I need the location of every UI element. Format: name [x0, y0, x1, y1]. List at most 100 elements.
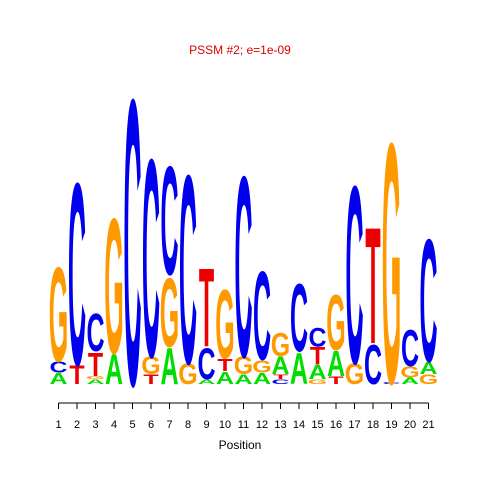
stack-position-19: CG	[382, 71, 401, 456]
stack-position-4: AG	[104, 179, 123, 395]
logo-letter: G	[234, 353, 253, 380]
logo-letter: G	[49, 239, 68, 391]
logo-letter: G	[382, 71, 401, 456]
stack-position-10: ATG	[215, 270, 234, 388]
x-tick-label: 1	[55, 419, 61, 431]
x-tick-label: 16	[330, 419, 342, 431]
stack-position-14: AC	[290, 264, 308, 394]
stack-position-21: GAC	[419, 203, 438, 399]
logo-letter: A	[49, 370, 67, 387]
stack-position-7: AGC	[160, 133, 179, 395]
logo-letter: C	[49, 359, 67, 376]
stack-position-12: AGC	[252, 247, 271, 388]
x-tick-label: 13	[274, 419, 286, 431]
logo-letter: C	[308, 321, 326, 352]
x-tick-label: 6	[148, 419, 154, 431]
chart-title: PSSM #2; e=1e-09	[189, 43, 291, 57]
logo-letter: G	[104, 179, 123, 395]
stack-position-17: GC	[345, 135, 364, 418]
logo-letter: C	[197, 338, 215, 389]
logo-letter: G	[308, 378, 327, 386]
stack-position-1: ACG	[49, 239, 68, 391]
logo-letter: T	[88, 346, 103, 383]
logo-letter: A	[234, 373, 252, 388]
logo-letter: C	[160, 133, 178, 308]
x-tick-label: 4	[111, 419, 117, 431]
x-tick-label: 3	[92, 419, 98, 431]
logo-letter: T	[199, 246, 214, 372]
logo-letter: C	[382, 382, 400, 385]
x-tick-label: 21	[422, 419, 434, 431]
x-tick-label: 15	[311, 419, 323, 431]
logo-letter: A	[86, 378, 104, 386]
stack-position-20: AGC	[400, 319, 419, 386]
x-tick-label: 17	[348, 419, 360, 431]
logo-letter: A	[308, 360, 326, 383]
logo-letter: G	[86, 375, 105, 380]
logo-letter: T	[328, 374, 343, 387]
logo-letter: G	[271, 327, 290, 364]
logo-letter: C	[123, 16, 141, 472]
x-tick-label: 9	[203, 419, 209, 431]
logo-letter: G	[400, 364, 419, 381]
logo-letter: T	[273, 373, 288, 381]
logo-letter: T	[217, 354, 233, 375]
x-tick-label: 2	[74, 419, 80, 431]
logo-letter: T	[365, 193, 380, 379]
logo-letter: C	[401, 319, 419, 378]
stack-position-6: TGC	[141, 100, 160, 417]
logo-letter: A	[401, 376, 420, 386]
stack-position-16: TAG	[326, 279, 345, 386]
logo-letter: A	[216, 367, 234, 388]
x-tick-label: 8	[185, 419, 191, 431]
logo-letter: C	[142, 100, 160, 417]
logo-letter: C	[271, 378, 289, 386]
stack-position-5: C	[123, 16, 141, 472]
logo-letter: A	[197, 378, 215, 386]
logo-letter: G	[252, 356, 271, 377]
stack-position-9: ACT	[197, 246, 215, 389]
logo-letter: A	[160, 337, 178, 396]
x-axis-label: Position	[219, 438, 262, 452]
logo-letter: A	[327, 343, 345, 384]
logo-letter: A	[253, 370, 271, 387]
logo-letter: A	[105, 346, 123, 394]
x-tick-label: 19	[385, 419, 397, 431]
x-tick-label: 18	[367, 419, 379, 431]
logo-letter: A	[290, 343, 308, 394]
logo-letter: G	[141, 353, 160, 380]
logo-letter: G	[326, 279, 345, 367]
logo-letter: G	[215, 270, 234, 380]
logo-letter: C	[253, 247, 271, 387]
x-tick-label: 14	[293, 419, 305, 431]
logo-letter: G	[178, 357, 197, 390]
x-tick-label: 11	[238, 419, 249, 431]
logo-letter: C	[86, 302, 104, 362]
x-tick-label: 10	[219, 419, 231, 431]
logo-letter: G	[345, 357, 364, 390]
x-tick-label: 20	[404, 419, 416, 431]
logo-letter: C	[345, 135, 363, 418]
logo-letter: T	[143, 373, 159, 388]
stack-position-11: AGC	[234, 122, 253, 411]
logo-letter: G	[160, 259, 179, 369]
logo-letter: C	[68, 129, 86, 420]
x-tick-label: 7	[166, 419, 172, 431]
logo-letter: C	[419, 203, 437, 399]
logo-letter: T	[310, 343, 325, 370]
logo-letter: A	[419, 358, 437, 379]
logo-letter: C	[364, 335, 382, 397]
logo-letter: T	[69, 359, 84, 390]
logo-letter: C	[290, 264, 308, 372]
stack-position-18: CT	[364, 193, 382, 397]
x-tick-label: 12	[256, 419, 268, 431]
stack-position-8: GC	[178, 119, 197, 420]
x-tick-label: 5	[129, 419, 135, 431]
logo-letter: C	[179, 119, 197, 420]
x-axis: 1 2 3 4 5 6 7 8 9 10 11 12 13 14 15 16 17 18 19 20 21	[55, 402, 435, 431]
